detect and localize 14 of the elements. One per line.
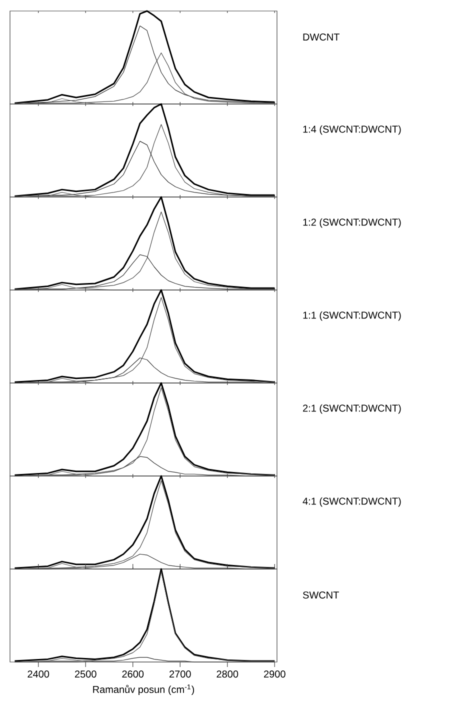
x-tick-label: 2900: [264, 670, 286, 678]
x-axis-title: Ramanův posun (cm$^{-1}$): [93, 684, 194, 695]
x-tick-label: 2800: [216, 670, 238, 678]
text: DWCNT: [303, 34, 340, 41]
x-tick-label: 2500: [74, 670, 96, 678]
x-tick-label: 2400: [28, 670, 50, 678]
text: 1:1 (SWCNT:DWCNT): [303, 311, 401, 321]
text: 1:2 (SWCNT:DWCNT): [303, 218, 401, 228]
text: 2:1 (SWCNT:DWCNT): [303, 404, 401, 414]
text: SWCNT: [302, 591, 339, 599]
x-tick-label: 2700: [170, 670, 191, 678]
text: 4:1 (SWCNT:DWCNT): [302, 497, 401, 507]
text: 1:4 (SWCNT:DWCNT): [303, 125, 401, 135]
x-tick-label: 2600: [122, 670, 144, 678]
